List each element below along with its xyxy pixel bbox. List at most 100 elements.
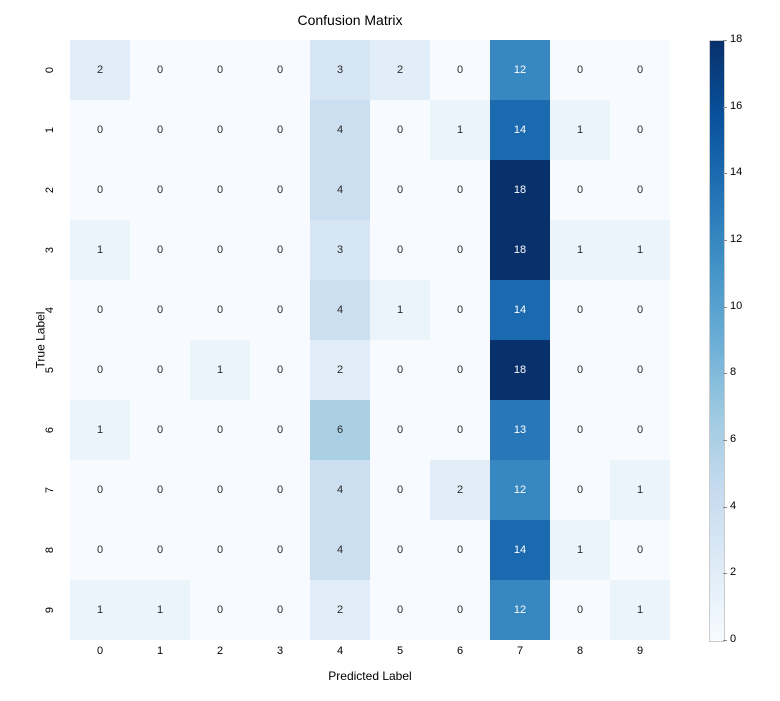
heatmap-cell: 0 (250, 340, 310, 400)
heatmap-cell: 0 (430, 220, 490, 280)
heatmap-cell: 4 (310, 460, 370, 520)
heatmap-cell: 0 (430, 340, 490, 400)
heatmap-cell: 1 (610, 460, 670, 520)
heatmap-cell: 0 (250, 160, 310, 220)
heatmap-cell: 1 (550, 220, 610, 280)
colorbar-tick: 6 (730, 433, 736, 445)
heatmap-cell: 0 (370, 520, 430, 580)
colorbar-tick-line (723, 640, 727, 641)
colorbar-tick: 8 (730, 366, 736, 378)
heatmap-cell: 0 (610, 100, 670, 160)
heatmap-cell: 12 (490, 580, 550, 640)
heatmap-cell: 0 (610, 400, 670, 460)
heatmap-cell: 14 (490, 280, 550, 340)
heatmap-cell: 0 (70, 460, 130, 520)
heatmap-cell: 4 (310, 280, 370, 340)
x-ticks: 0123456789 (70, 645, 670, 665)
colorbar-tick: 18 (730, 33, 742, 45)
heatmap-cell: 2 (370, 40, 430, 100)
colorbar-tick: 4 (730, 500, 736, 512)
colorbar-tick: 14 (730, 166, 742, 178)
heatmap-cell: 1 (550, 100, 610, 160)
heatmap-cell: 0 (70, 100, 130, 160)
heatmap-cell: 18 (490, 220, 550, 280)
heatmap-cell: 0 (550, 340, 610, 400)
heatmap-cell: 2 (310, 580, 370, 640)
heatmap-cell: 0 (130, 340, 190, 400)
heatmap-cell: 0 (190, 160, 250, 220)
heatmap-cell: 0 (250, 40, 310, 100)
colorbar-tick-line (723, 40, 727, 41)
x-tick: 6 (430, 645, 490, 665)
x-tick: 5 (370, 645, 430, 665)
heatmap-cell: 0 (250, 460, 310, 520)
heatmap-cell: 0 (610, 520, 670, 580)
y-ticks: 0123456789 (40, 40, 60, 640)
heatmap-cell: 2 (70, 40, 130, 100)
heatmap-cell: 0 (370, 400, 430, 460)
heatmap-cell: 0 (130, 40, 190, 100)
heatmap-cell: 0 (130, 100, 190, 160)
heatmap-cell: 0 (130, 460, 190, 520)
heatmap-cell: 1 (130, 580, 190, 640)
heatmap-cell: 0 (190, 220, 250, 280)
heatmap-cell: 0 (370, 580, 430, 640)
colorbar-tick-line (723, 107, 727, 108)
heatmap-cell: 0 (370, 100, 430, 160)
confusion-matrix-chart: Confusion Matrix True Label 0123456789 2… (0, 0, 780, 701)
heatmap-cell: 3 (310, 220, 370, 280)
heatmap-cell: 0 (190, 40, 250, 100)
heatmap-cell: 18 (490, 160, 550, 220)
heatmap-cell: 0 (550, 460, 610, 520)
heatmap-cell: 0 (190, 460, 250, 520)
heatmap-cell: 0 (190, 520, 250, 580)
heatmap-cell: 0 (430, 400, 490, 460)
colorbar-tick: 2 (730, 566, 736, 578)
heatmap-cell: 1 (370, 280, 430, 340)
heatmap-cell: 2 (310, 340, 370, 400)
heatmap-cell: 0 (610, 340, 670, 400)
heatmap-cell: 4 (310, 160, 370, 220)
heatmap-cell: 0 (250, 100, 310, 160)
heatmap-cell: 1 (70, 400, 130, 460)
colorbar-tick-line (723, 440, 727, 441)
heatmap-cell: 0 (130, 400, 190, 460)
heatmap-cell: 0 (550, 580, 610, 640)
x-tick: 1 (130, 645, 190, 665)
heatmap-cell: 0 (550, 160, 610, 220)
heatmap-cell: 0 (130, 280, 190, 340)
colorbar-tick: 0 (730, 633, 736, 645)
colorbar-tick-line (723, 507, 727, 508)
chart-title: Confusion Matrix (0, 12, 700, 28)
x-axis-label: Predicted Label (70, 669, 670, 683)
colorbar-tick-line (723, 573, 727, 574)
heatmap-cell: 0 (250, 400, 310, 460)
heatmap-cell: 13 (490, 400, 550, 460)
colorbar-tick-line (723, 307, 727, 308)
colorbar (709, 40, 725, 642)
heatmap-cell: 0 (130, 220, 190, 280)
colorbar-tick-line (723, 173, 727, 174)
heatmap-cell: 0 (130, 520, 190, 580)
x-tick: 3 (250, 645, 310, 665)
heatmap-cell: 0 (130, 160, 190, 220)
heatmap-cell: 0 (430, 280, 490, 340)
heatmap-cell: 1 (610, 220, 670, 280)
heatmap-cell: 0 (250, 280, 310, 340)
x-tick: 2 (190, 645, 250, 665)
heatmap-cell: 0 (550, 40, 610, 100)
x-tick: 7 (490, 645, 550, 665)
x-tick: 4 (310, 645, 370, 665)
heatmap-cell: 3 (310, 40, 370, 100)
heatmap-cell: 4 (310, 100, 370, 160)
heatmap-cell: 0 (70, 520, 130, 580)
colorbar-ticks: 024681012141618 (730, 40, 760, 640)
heatmap-cell: 0 (70, 340, 130, 400)
heatmap-cell: 0 (250, 580, 310, 640)
heatmap-cell: 0 (430, 520, 490, 580)
heatmap-cell: 0 (250, 220, 310, 280)
heatmap-cell: 0 (430, 160, 490, 220)
colorbar-tick-line (723, 240, 727, 241)
heatmap-cell: 0 (190, 100, 250, 160)
heatmap-cell: 0 (250, 520, 310, 580)
